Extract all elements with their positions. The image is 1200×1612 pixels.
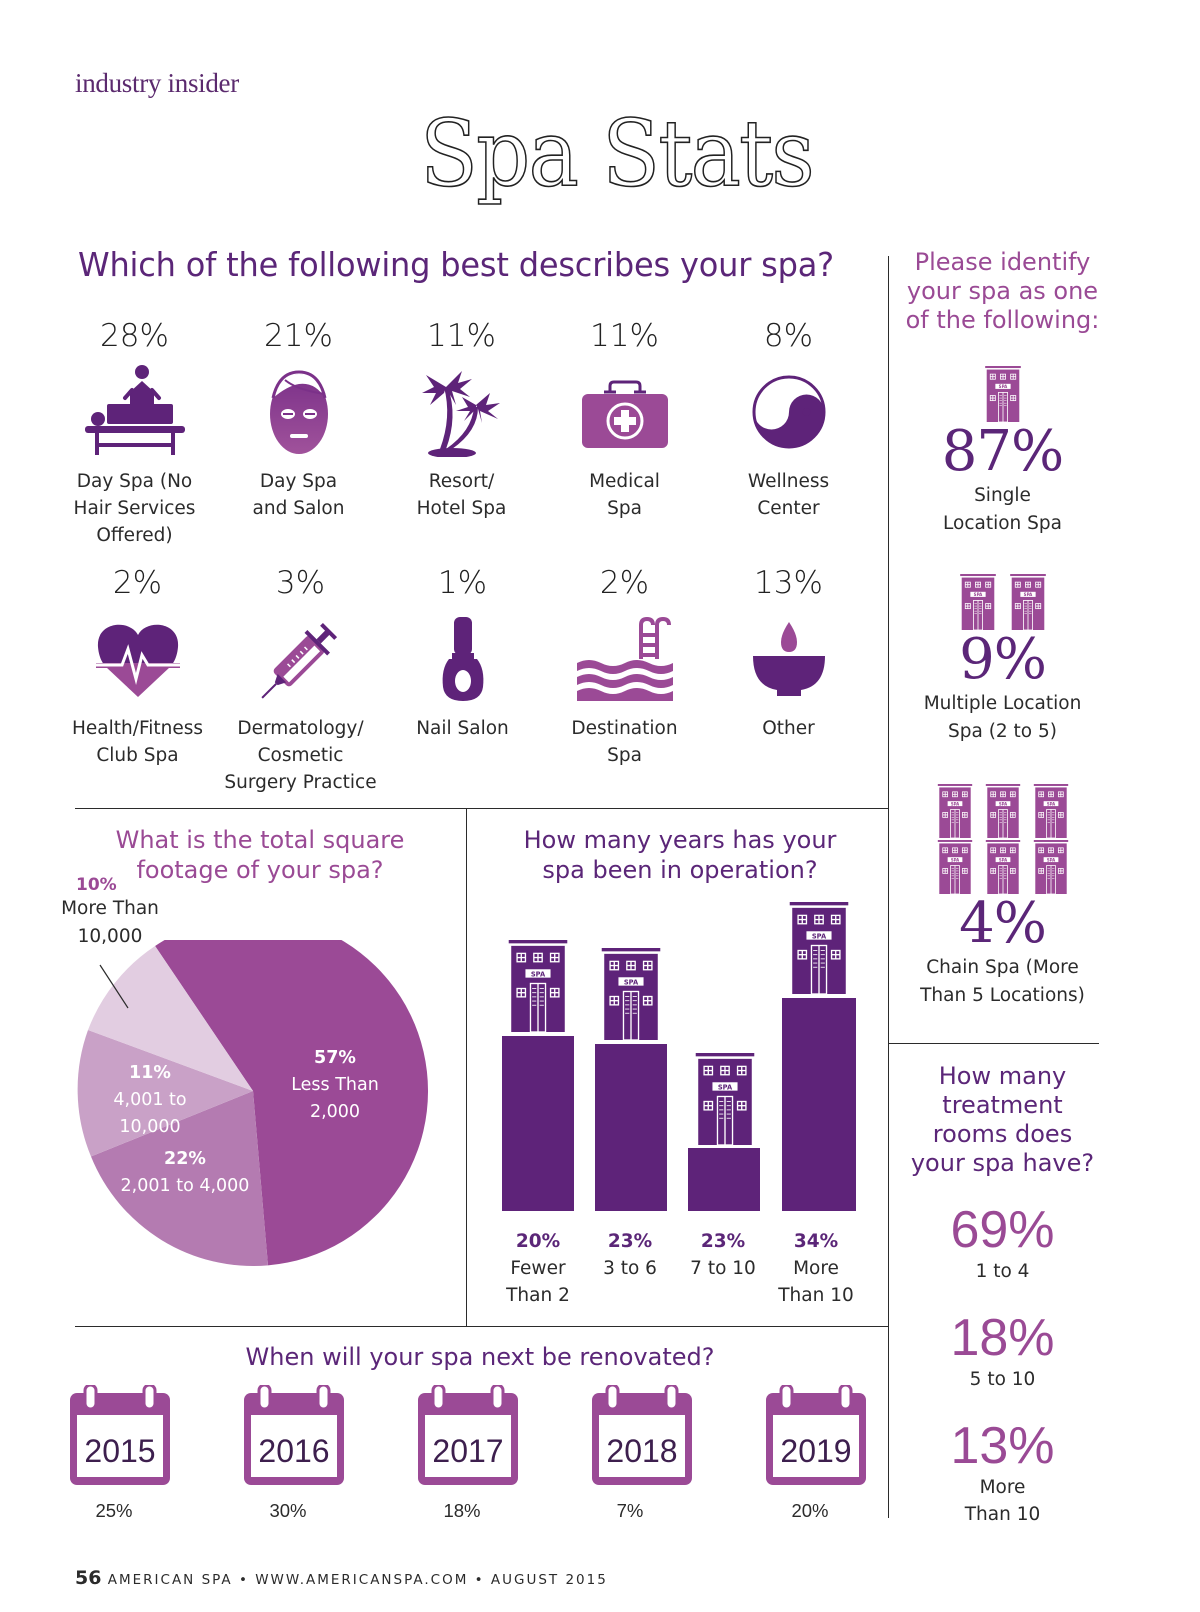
years-bar-building <box>592 948 670 1044</box>
buildings-icon <box>895 574 1110 630</box>
section-divider <box>466 808 468 1326</box>
years-bar-building <box>686 1053 764 1149</box>
spa-type-question: Which of the following best describes yo… <box>78 245 834 284</box>
years-bar-building <box>499 940 577 1036</box>
page-title: Spa Stats <box>419 99 815 208</box>
building-icon <box>895 366 1110 422</box>
oil-bowl-icon <box>706 609 871 709</box>
syringe-icon <box>218 609 383 709</box>
renovation-question: When will your spa next be renovated? <box>245 1343 715 1371</box>
years-bar <box>782 998 856 1211</box>
section-divider <box>889 1043 1099 1045</box>
renovation-pct: 20% <box>791 1500 829 1521</box>
renovation-pct: 25% <box>95 1500 133 1521</box>
medical-kit-icon <box>542 362 707 462</box>
footer-text: AMERICAN SPA • WWW.AMERICANSPA.COM • AUG… <box>107 1572 608 1588</box>
rooms-question: How many treatment rooms does your spa h… <box>910 1062 1095 1177</box>
face-mask-icon <box>216 362 381 462</box>
spa-type-item: 11% Medical Spa <box>542 318 707 522</box>
nail-polish-icon <box>380 609 545 709</box>
years-bar-building <box>780 902 858 998</box>
spa-type-item: 1% Nail Salon <box>380 565 545 742</box>
pool-icon <box>542 609 707 709</box>
spa-type-item: 28% Day Spa (No Hair Services Offered) <box>52 318 217 549</box>
location-question: Please identify your spa as one of the f… <box>905 248 1100 334</box>
building-grid-icon <box>895 784 1110 894</box>
spa-type-item: 3% Dermatology/ Cosmetic Surgery Practic… <box>218 565 383 796</box>
years-bar-label: 23% 7 to 10 <box>690 1231 756 1279</box>
renovation-pct: 18% <box>443 1500 481 1521</box>
pie-label-less-than-2000: 57% Less Than 2,000 <box>291 1048 379 1122</box>
column-divider <box>888 256 890 1518</box>
pie-label-2001-to-4000: 22% 2,001 to 4,000 <box>120 1149 250 1196</box>
massage-table-icon <box>52 362 217 462</box>
rooms-item: 13% More Than 10 <box>950 1417 1055 1525</box>
years-question: How many years has your spa been in oper… <box>523 826 837 884</box>
spa-type-item: 21% Day Spa and Salon <box>216 318 381 522</box>
spa-type-item: 2% Destination Spa <box>542 565 707 769</box>
years-bar <box>688 1148 760 1211</box>
location-item-multiple: 9% Multiple Location Spa (2 to 5) <box>895 574 1110 746</box>
spa-type-item: 13% Other <box>706 565 871 742</box>
spa-type-item: 8% Wellness Center <box>706 318 871 522</box>
location-item-chain: 4% Chain Spa (More Than 5 Locations) <box>895 784 1110 1010</box>
renovation-pct: 7% <box>616 1500 644 1521</box>
spa-type-item: 2% Health/Fitness Club Spa <box>55 565 220 769</box>
square-footage-question: What is the total square footage of your… <box>115 826 405 884</box>
section-divider <box>75 808 889 810</box>
page-footer: 56 AMERICAN SPA • WWW.AMERICANSPA.COM • … <box>75 1567 608 1589</box>
rooms-item: 18% 5 to 10 <box>950 1309 1055 1390</box>
years-bar <box>595 1044 667 1211</box>
years-bar-label: 20% Fewer Than 2 <box>506 1231 570 1306</box>
spa-type-pct: 28% <box>100 318 169 354</box>
pie-callout-more-than-10000: 10% More Than 10,000 <box>61 875 159 947</box>
renovation-pct: 30% <box>269 1500 307 1521</box>
pie-label-4001-to-10000: 11% 4,001 to 10,000 <box>113 1063 187 1137</box>
years-bar-label: 23% 3 to 6 <box>603 1231 657 1279</box>
yin-yang-icon <box>706 362 871 462</box>
section-divider <box>75 1326 889 1328</box>
rooms-item: 69% 1 to 4 <box>950 1201 1055 1282</box>
heartbeat-icon <box>55 609 220 709</box>
location-item-single: 87% Single Location Spa <box>895 366 1110 538</box>
years-bar <box>502 1036 574 1211</box>
palm-trees-icon <box>379 362 544 462</box>
page-number: 56 <box>75 1567 102 1589</box>
spa-type-item: 11% Resort/ Hotel Spa <box>379 318 544 522</box>
years-bar-label: 34% More Than 10 <box>778 1231 854 1306</box>
section-kicker: industry insider <box>75 68 239 98</box>
square-footage-pie-chart <box>77 940 428 1267</box>
